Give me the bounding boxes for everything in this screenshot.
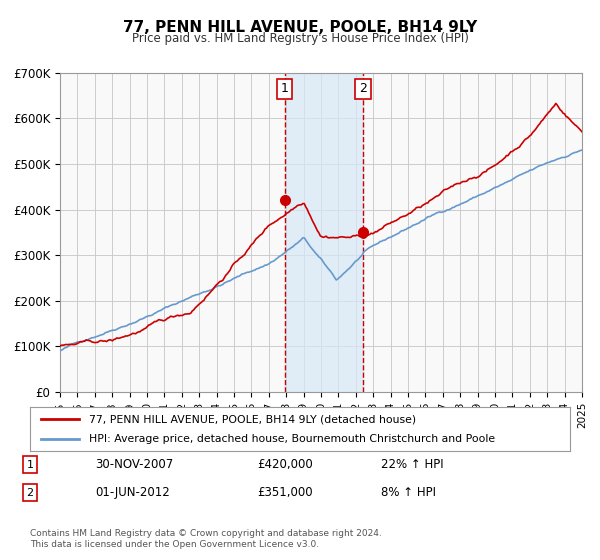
Bar: [285, 73, 363, 392]
Text: Price paid vs. HM Land Registry's House Price Index (HPI): Price paid vs. HM Land Registry's House …: [131, 32, 469, 45]
Text: £420,000: £420,000: [257, 458, 313, 472]
Text: 1: 1: [281, 82, 289, 95]
Text: 2: 2: [359, 82, 367, 95]
Text: 2: 2: [26, 488, 34, 498]
Text: 77, PENN HILL AVENUE, POOLE, BH14 9LY (detached house): 77, PENN HILL AVENUE, POOLE, BH14 9LY (d…: [89, 414, 416, 424]
Text: 77, PENN HILL AVENUE, POOLE, BH14 9LY: 77, PENN HILL AVENUE, POOLE, BH14 9LY: [123, 20, 477, 35]
Text: 22% ↑ HPI: 22% ↑ HPI: [381, 458, 443, 472]
Text: £351,000: £351,000: [257, 486, 313, 500]
Text: 8% ↑ HPI: 8% ↑ HPI: [381, 486, 436, 500]
Text: HPI: Average price, detached house, Bournemouth Christchurch and Poole: HPI: Average price, detached house, Bour…: [89, 433, 496, 444]
Text: 01-JUN-2012: 01-JUN-2012: [95, 486, 170, 500]
Text: 30-NOV-2007: 30-NOV-2007: [95, 458, 173, 472]
Text: 1: 1: [26, 460, 34, 470]
Text: Contains HM Land Registry data © Crown copyright and database right 2024.
This d: Contains HM Land Registry data © Crown c…: [30, 529, 382, 549]
